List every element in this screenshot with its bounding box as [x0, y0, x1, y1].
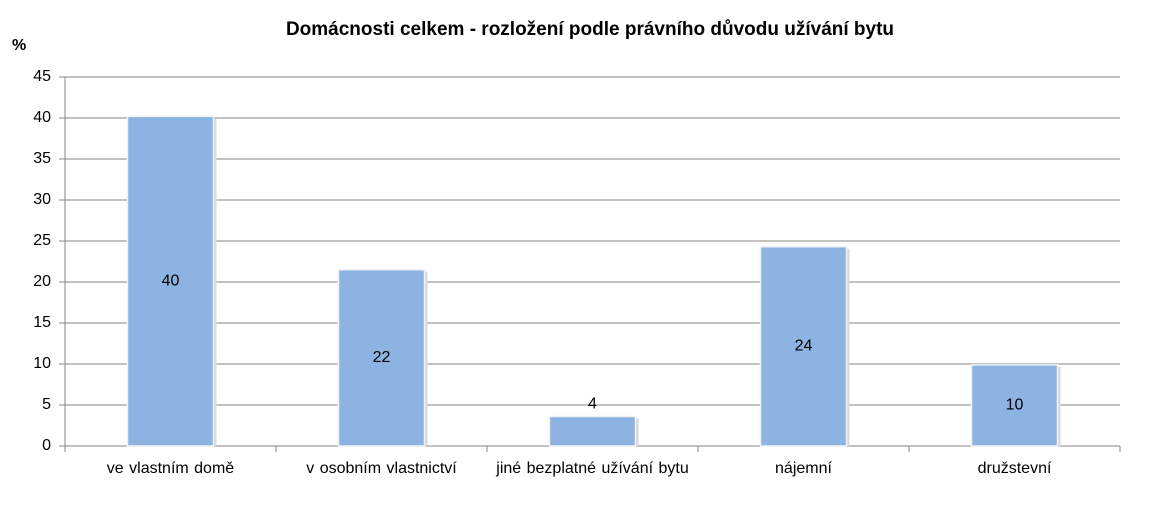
x-tick-label: družstevní: [977, 460, 1052, 477]
data-label: 10: [1006, 397, 1024, 414]
data-label: 24: [795, 338, 813, 355]
x-tick-label: nájemní: [775, 460, 832, 477]
bar: [759, 245, 848, 447]
x-tick-label: v osobním vlastnictví: [306, 460, 457, 477]
data-label: 22: [373, 349, 391, 366]
y-tick-label: 5: [42, 396, 51, 413]
x-tick-label: jiné bezplatné užívání bytu: [496, 460, 689, 477]
bar: [970, 364, 1059, 447]
y-tick-label: 15: [33, 314, 51, 331]
bar: [337, 268, 426, 447]
chart-title: Domácnosti celkem - rozložení podle práv…: [286, 19, 894, 40]
x-tick-label: ve vlastním domě: [106, 460, 235, 477]
y-tick-label: 45: [33, 68, 51, 85]
y-tick-label: 10: [33, 355, 51, 372]
y-tick-label: 20: [33, 273, 51, 290]
y-tick-label: 25: [33, 232, 51, 249]
bar: [126, 115, 215, 447]
bar: [548, 415, 637, 447]
y-tick-label: 30: [33, 191, 51, 208]
y-tick-label: 0: [42, 437, 51, 454]
y-axis-label: %: [12, 37, 26, 54]
data-label: 4: [588, 396, 597, 413]
data-label: 40: [162, 272, 180, 289]
y-tick-label: 40: [33, 109, 51, 126]
y-tick-label: 35: [33, 150, 51, 167]
